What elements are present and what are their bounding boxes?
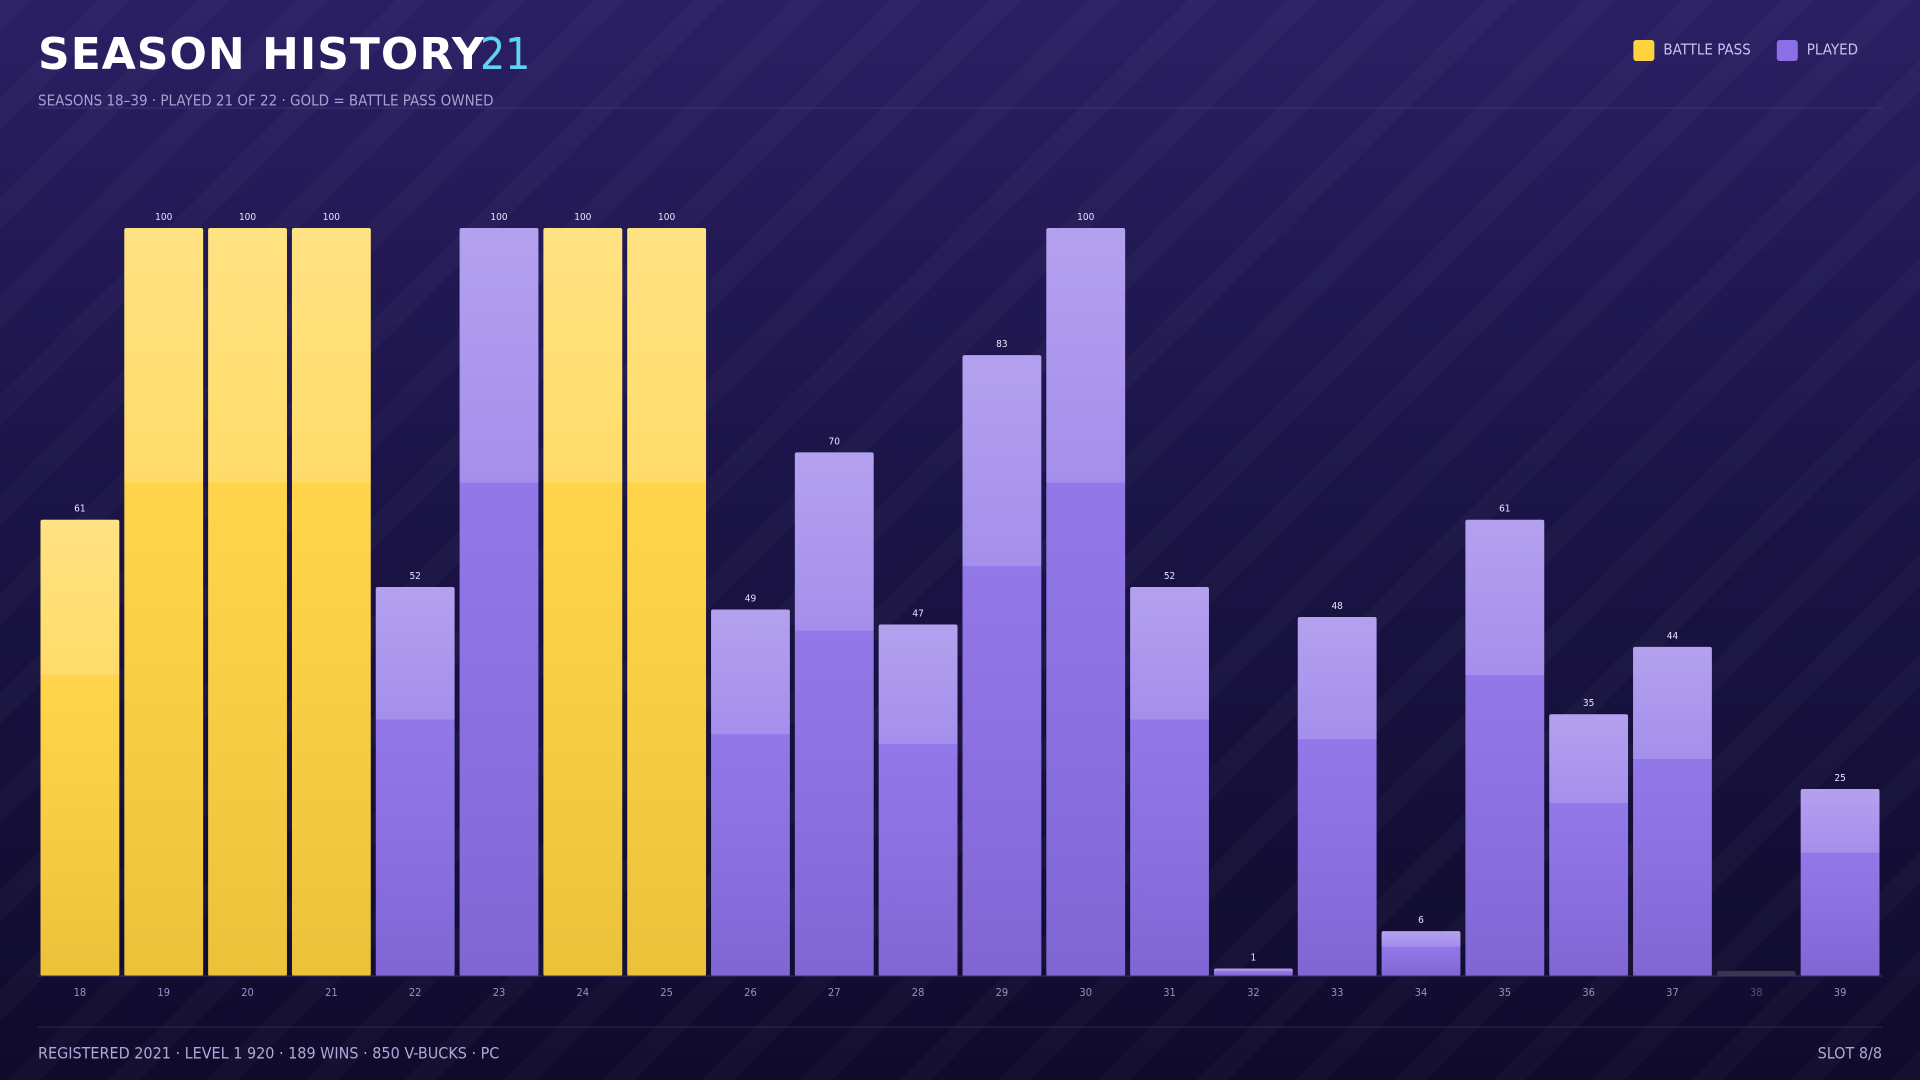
bar-sheen bbox=[1800, 789, 1880, 976]
x-tick-label: 21 bbox=[325, 986, 338, 999]
legend-label: PLAYED bbox=[1807, 41, 1858, 59]
x-tick-label: 38 bbox=[1750, 986, 1763, 999]
bar-sheen bbox=[543, 228, 623, 976]
bar-sheen bbox=[1633, 646, 1712, 976]
x-tick-label: 30 bbox=[1079, 986, 1092, 999]
bar-sheen bbox=[962, 355, 1042, 976]
bar-sheen bbox=[375, 587, 455, 976]
x-tick-label: 18 bbox=[74, 986, 87, 999]
value-label: 61 bbox=[74, 504, 85, 515]
footer-stats: REGISTERED 2021 · LEVEL 1 920 · 189 WINS… bbox=[38, 1044, 499, 1063]
value-label: 6 bbox=[1418, 915, 1424, 926]
x-tick-label: 26 bbox=[744, 986, 757, 999]
x-tick-label: 34 bbox=[1415, 986, 1428, 999]
value-label: 52 bbox=[1164, 571, 1175, 582]
value-label: 100 bbox=[658, 212, 675, 223]
x-tick-label: 25 bbox=[660, 986, 673, 999]
x-tick-label: 19 bbox=[157, 986, 170, 999]
x-tick-label: 35 bbox=[1499, 986, 1512, 999]
x-tick-label: 22 bbox=[409, 986, 422, 999]
x-tick-label: 39 bbox=[1834, 986, 1847, 999]
bar-sheen bbox=[291, 228, 371, 976]
x-tick-label: 31 bbox=[1163, 986, 1176, 999]
value-label: 100 bbox=[323, 212, 340, 223]
x-tick-label: 33 bbox=[1331, 986, 1344, 999]
value-label: 35 bbox=[1583, 698, 1594, 709]
value-label: 100 bbox=[490, 212, 507, 223]
bar-sheen bbox=[1130, 587, 1209, 976]
x-tick-label: 27 bbox=[828, 986, 841, 999]
x-tick-label: 24 bbox=[577, 986, 590, 999]
value-label: 1 bbox=[1250, 953, 1256, 964]
x-tick-label: 37 bbox=[1666, 986, 1679, 999]
subtitle: SEASONS 18–39 · PLAYED 21 OF 22 · GOLD =… bbox=[38, 92, 494, 110]
value-label: 25 bbox=[1834, 773, 1845, 784]
x-tick-label: 23 bbox=[493, 986, 506, 999]
x-tick-label: 20 bbox=[241, 986, 254, 999]
bar-sheen bbox=[711, 609, 790, 976]
value-label: 100 bbox=[239, 212, 256, 223]
title: SEASON HISTORY bbox=[38, 29, 485, 80]
bar-sheen bbox=[40, 519, 120, 976]
value-label: 49 bbox=[745, 593, 757, 604]
legend-swatch bbox=[1633, 40, 1655, 61]
value-label: 70 bbox=[829, 436, 841, 447]
x-tick-label: 29 bbox=[996, 986, 1009, 999]
footer-slot: SLOT 8/8 bbox=[1818, 1044, 1882, 1063]
bar-sheen bbox=[124, 228, 204, 976]
bar-sheen bbox=[794, 452, 874, 976]
bar-sheen bbox=[878, 624, 958, 976]
x-tick-label: 36 bbox=[1582, 986, 1595, 999]
x-tick-label: 28 bbox=[912, 986, 925, 999]
value-label: 100 bbox=[1077, 212, 1094, 223]
value-label: 44 bbox=[1667, 631, 1679, 642]
value-label: 47 bbox=[912, 608, 923, 619]
bar-sheen bbox=[1213, 968, 1293, 976]
value-label: 52 bbox=[409, 571, 420, 582]
value-label: 100 bbox=[155, 212, 172, 223]
value-label: 83 bbox=[996, 339, 1007, 350]
value-label: 61 bbox=[1499, 504, 1510, 515]
bar-sheen bbox=[1381, 931, 1461, 976]
legend-label: BATTLE PASS bbox=[1663, 41, 1750, 59]
bar-sheen bbox=[1549, 714, 1629, 976]
value-label: 48 bbox=[1331, 601, 1343, 612]
bar-sheen bbox=[627, 228, 707, 976]
bar-sheen bbox=[1297, 616, 1377, 976]
legend-swatch bbox=[1776, 40, 1798, 61]
bar-sheen bbox=[1046, 228, 1126, 976]
empty-slot bbox=[1716, 971, 1796, 976]
bar-sheen bbox=[208, 228, 287, 976]
season-count: 21 bbox=[480, 29, 530, 80]
x-tick-label: 32 bbox=[1247, 986, 1260, 999]
value-label: 100 bbox=[574, 212, 591, 223]
bar-sheen bbox=[459, 228, 539, 976]
bar-sheen bbox=[1465, 519, 1545, 976]
